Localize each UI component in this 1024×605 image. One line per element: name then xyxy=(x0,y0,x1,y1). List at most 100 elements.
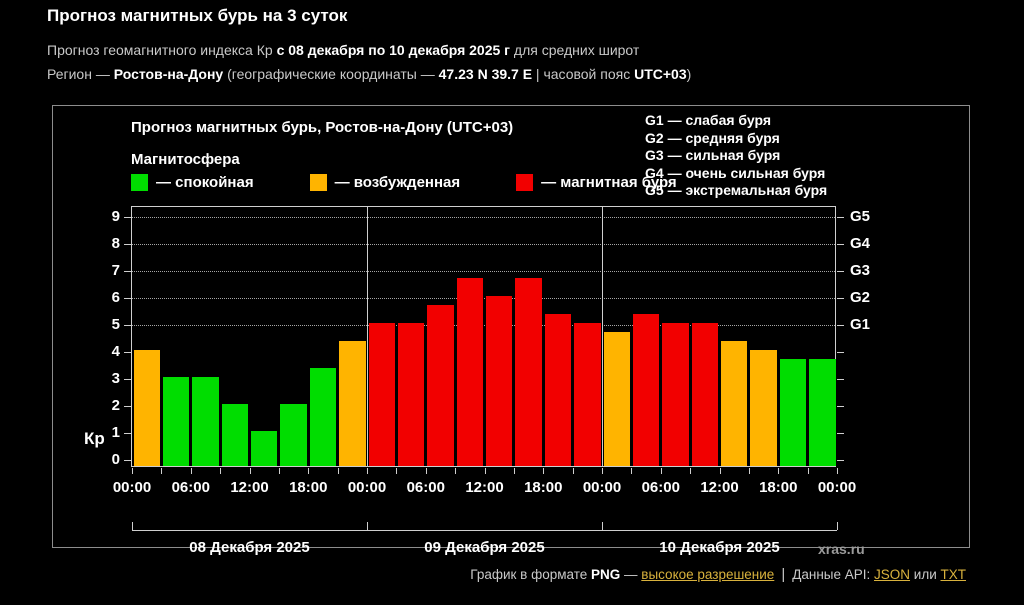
y-axis-tick-right xyxy=(837,379,844,380)
region-label: Регион — xyxy=(47,66,114,82)
legend-title: Магнитосфера xyxy=(131,151,240,168)
magnetosphere-legend: — спокойная — возбужденная — магнитная б… xyxy=(131,174,677,191)
g-axis-label-g1: G1 xyxy=(850,316,871,333)
close-paren: ) xyxy=(686,66,692,82)
y-axis-tick-left xyxy=(124,217,131,218)
x-axis-tick xyxy=(719,468,721,474)
g5-legend-line: G5 — экстремальная буря xyxy=(645,182,828,199)
y-tick-label: 1 xyxy=(111,424,120,441)
x-tick-label: 18:00 xyxy=(524,479,563,496)
y-axis-label: Кр xyxy=(84,429,105,448)
day-boundary-line xyxy=(367,207,368,466)
x-axis-tick xyxy=(161,468,163,474)
kp-bar xyxy=(397,323,425,466)
x-tick-label: 00:00 xyxy=(582,479,622,496)
day-label: 10 Декабря 2025 xyxy=(659,539,780,556)
y-axis-tick-right xyxy=(837,244,844,245)
footer-or: или xyxy=(910,567,941,582)
kp-bar xyxy=(486,296,513,466)
y-axis-tick-right xyxy=(837,271,844,272)
kp-bar-plot: Кр 0 1 2 3 4 5 6 7 8 9 G1 G2 G3 G4 G5 00:00 06:00 12:00 18… xyxy=(84,206,870,557)
x-tick-label: 12:00 xyxy=(700,479,739,496)
txt-api-link[interactable]: TXT xyxy=(940,567,967,582)
footer-separator: | xyxy=(781,566,786,583)
coords-prefix: (географические координаты — xyxy=(223,66,439,82)
x-tick-label: 12:00 xyxy=(230,479,269,496)
x-tick-label: 00:00 xyxy=(817,479,857,496)
x-axis-tick xyxy=(837,468,838,474)
kp-bar xyxy=(632,314,660,466)
x-axis-tick xyxy=(543,468,545,474)
kp-bar xyxy=(368,323,395,466)
x-axis-tick xyxy=(660,468,662,474)
x-tick-label: 00:00 xyxy=(112,479,152,496)
day-bracket-tick xyxy=(132,522,133,530)
region-line: Регион — Ростов-на-Дону (географические … xyxy=(47,66,691,82)
gridline-kp5 xyxy=(132,325,835,326)
day-boundary-line xyxy=(602,207,603,466)
x-axis-tick xyxy=(278,468,280,474)
y-axis-tick-left xyxy=(124,352,131,353)
y-axis-tick-right xyxy=(837,433,844,434)
y-axis-tick-right xyxy=(837,406,844,407)
kp-bar xyxy=(662,323,689,466)
excited-color-swatch xyxy=(309,174,327,191)
legend-item-storm: — магнитная буря xyxy=(516,174,677,191)
x-axis-tick xyxy=(513,468,515,474)
y-tick-label: 7 xyxy=(111,262,120,279)
high-resolution-link[interactable]: высокое разрешение xyxy=(641,567,775,582)
kp-bar xyxy=(574,323,601,466)
gridline-kp8 xyxy=(132,244,835,245)
legend-label-storm: — магнитная буря xyxy=(541,174,677,191)
kp-bar xyxy=(721,341,748,466)
y-axis-tick-right xyxy=(837,298,844,299)
day-bracket-line xyxy=(132,530,837,531)
subtitle-suffix: для средних широт xyxy=(510,42,640,58)
x-axis-tick xyxy=(631,468,633,474)
y-tick-label: 5 xyxy=(111,316,120,333)
y-axis-tick-left xyxy=(124,460,131,461)
gridline-kp6 xyxy=(132,298,835,299)
y-axis-tick-left xyxy=(124,406,131,407)
timezone-prefix: | часовой пояс xyxy=(532,66,635,82)
api-label: Данные API: xyxy=(792,567,875,582)
y-axis-tick-left xyxy=(124,325,131,326)
watermark-xras: xras.ru xyxy=(818,541,865,557)
storm-color-swatch xyxy=(516,174,534,191)
x-axis-tick xyxy=(484,468,486,474)
chart-title: Прогноз магнитных бурь, Ростов-на-Дону (… xyxy=(131,119,514,136)
kp-bar xyxy=(750,350,777,466)
y-axis-tick-left xyxy=(124,271,131,272)
y-axis-tick-left xyxy=(124,244,131,245)
x-tick-label: 18:00 xyxy=(289,479,328,496)
x-axis-tick xyxy=(807,468,809,474)
x-axis-tick xyxy=(249,468,251,474)
y-tick-label: 0 xyxy=(111,451,120,468)
x-axis-tick xyxy=(308,468,310,474)
kp-bar xyxy=(779,358,807,466)
x-axis-tick xyxy=(425,468,427,474)
json-api-link[interactable]: JSON xyxy=(874,567,911,582)
kp-bar xyxy=(309,368,337,466)
kp-bar xyxy=(133,350,160,466)
y-axis-tick-left xyxy=(124,379,131,380)
kp-bar xyxy=(456,277,483,466)
timezone-value: UTC+03 xyxy=(634,66,687,82)
kp-bar xyxy=(162,377,190,466)
y-tick-label: 4 xyxy=(111,343,120,360)
region-name: Ростов-на-Дону xyxy=(113,66,224,82)
legend-item-excited: — возбужденная xyxy=(309,174,460,191)
y-axis-tick-right xyxy=(837,460,844,461)
y-tick-label: 3 xyxy=(111,370,120,387)
footer-format-png: PNG xyxy=(591,567,621,582)
forecast-subtitle: Прогноз геомагнитного индекса Кр с 08 де… xyxy=(47,42,639,58)
quiet-color-swatch xyxy=(131,174,148,191)
x-axis-tick xyxy=(455,468,457,474)
y-tick-label: 6 xyxy=(111,289,120,306)
subtitle-prefix: Прогноз геомагнитного индекса Кр xyxy=(47,42,277,58)
footer-dash: — xyxy=(620,567,642,582)
x-tick-label: 06:00 xyxy=(171,479,210,496)
day-label: 09 Декабря 2025 xyxy=(424,539,545,556)
x-axis-tick xyxy=(690,468,692,474)
kp-bar xyxy=(192,377,219,466)
